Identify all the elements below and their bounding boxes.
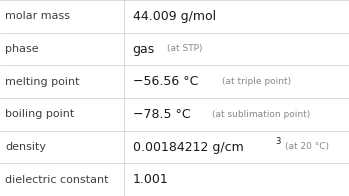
Text: (at sublimation point): (at sublimation point)	[212, 110, 311, 119]
Text: 44.009 g/mol: 44.009 g/mol	[133, 10, 216, 23]
Text: molar mass: molar mass	[5, 11, 70, 21]
Text: melting point: melting point	[5, 77, 80, 87]
Text: −78.5 °C: −78.5 °C	[133, 108, 190, 121]
Text: 1.001: 1.001	[133, 173, 168, 186]
Text: dielectric constant: dielectric constant	[5, 175, 109, 185]
Text: −56.56 °C: −56.56 °C	[133, 75, 198, 88]
Text: 0.00184212 g/cm: 0.00184212 g/cm	[133, 141, 243, 153]
Text: density: density	[5, 142, 46, 152]
Text: phase: phase	[5, 44, 39, 54]
Text: gas: gas	[133, 43, 155, 55]
Text: (at triple point): (at triple point)	[222, 77, 291, 86]
Text: 3: 3	[275, 137, 281, 146]
Text: boiling point: boiling point	[5, 109, 74, 119]
Text: (at STP): (at STP)	[166, 44, 202, 54]
Text: (at 20 °C): (at 20 °C)	[285, 142, 329, 152]
